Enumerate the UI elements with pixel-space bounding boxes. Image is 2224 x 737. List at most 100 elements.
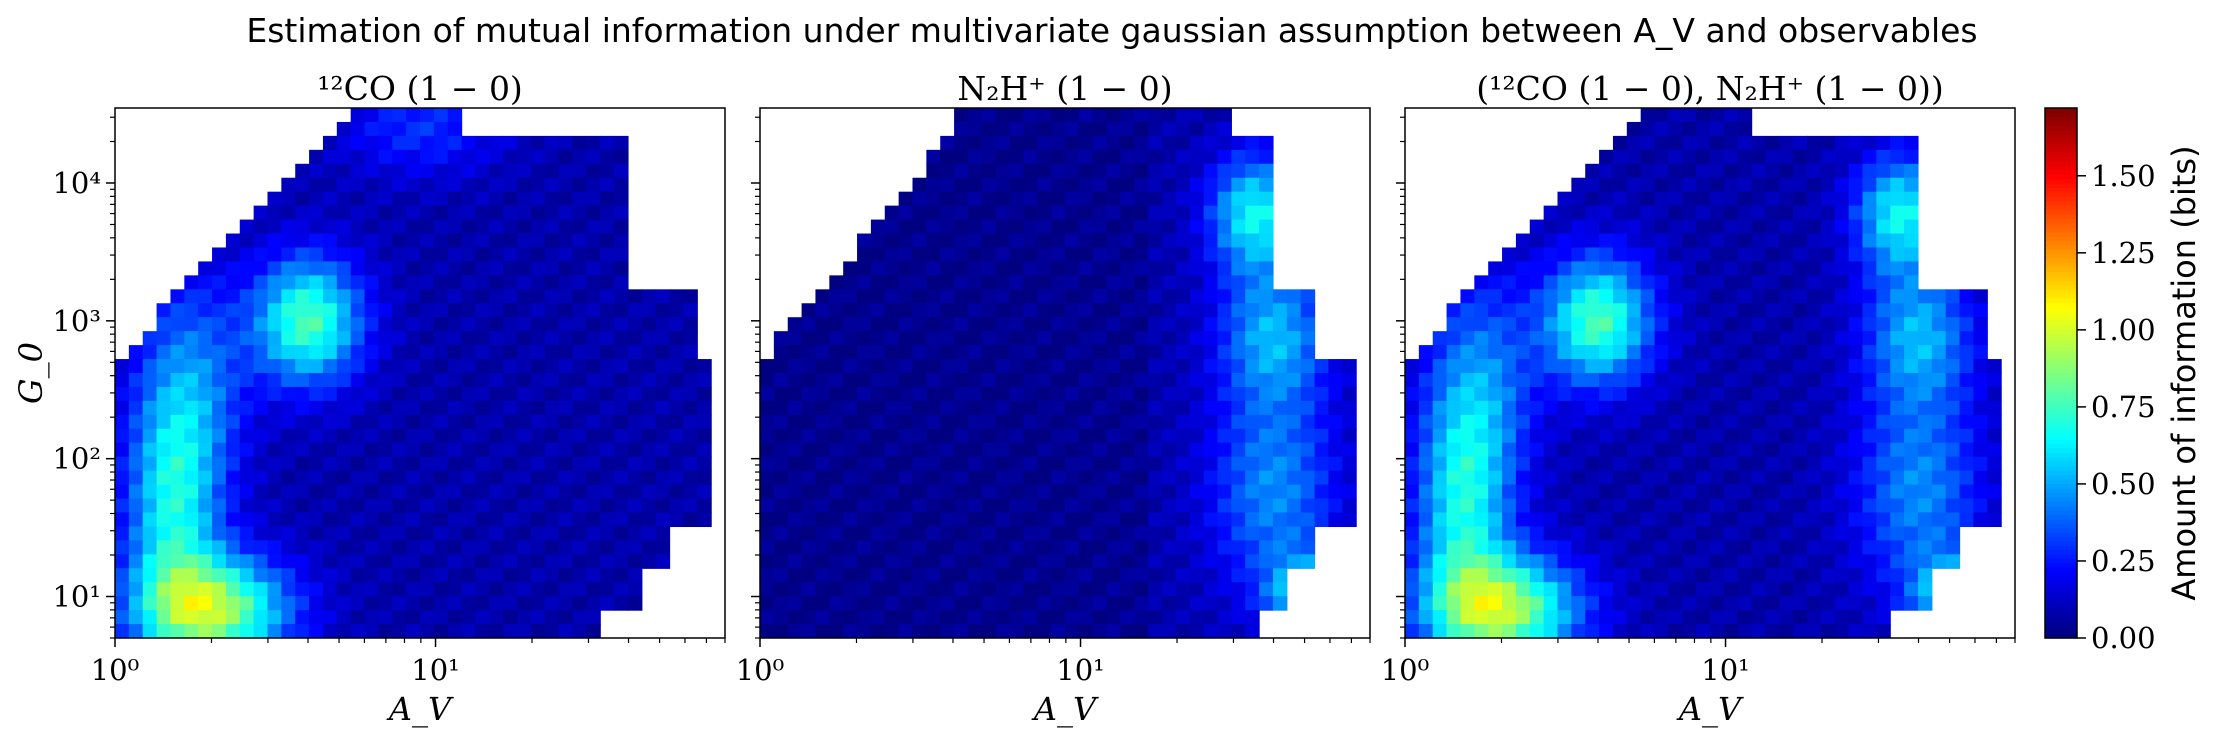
heatmap-cell [392,303,407,318]
heatmap-cell [406,386,421,402]
heatmap-cell [392,261,407,276]
heatmap-cell [406,610,421,625]
heatmap-cell [1904,289,1919,304]
heatmap-cell [239,386,255,402]
heatmap-cell [170,359,185,374]
heatmap-cell [1051,624,1066,638]
heatmap-cell [433,624,449,638]
heatmap-cell [406,205,421,221]
heatmap-cell [1051,121,1066,137]
heatmap-cell [1723,540,1739,555]
heatmap-cell [1051,582,1066,597]
heatmap-cell [600,261,615,276]
heatmap-cell [1231,191,1246,207]
heatmap-cell [1682,624,1697,638]
heatmap-cell [1189,121,1205,137]
heatmap-cell [1023,121,1038,137]
heatmap-cell [586,512,601,528]
heatmap-cell [572,540,587,555]
heatmap-cell [309,191,324,207]
heatmap-cell [1710,345,1725,360]
heatmap-cell [760,400,775,416]
heatmap-cell [1148,345,1163,360]
heatmap-cell [1626,121,1642,137]
heatmap-cell [627,596,643,611]
heatmap-cell [1134,582,1149,597]
heatmap-cell [1585,261,1600,276]
heatmap-cell [1917,442,1933,458]
heatmap-cell [461,484,477,500]
heatmap-cell [1668,219,1683,235]
heatmap-cell [225,373,241,388]
heatmap-cell [1682,428,1697,444]
heatmap-cell [1231,470,1246,486]
heatmap-cell [1134,610,1149,625]
heatmap-cell [572,247,587,263]
heatmap-cell [1272,289,1288,304]
heatmap-cell [392,442,407,458]
heatmap-cell [115,470,130,486]
heatmap-cell [350,359,366,374]
heatmap-cell [1710,512,1725,528]
heatmap-cell [489,624,504,638]
heatmap-cell [1515,442,1531,458]
heatmap-cell [1446,610,1462,625]
colorbar-segment [2045,505,2077,511]
heatmap-cell [1162,331,1177,346]
heatmap-cell [1599,400,1614,416]
heatmap-cell [1065,428,1080,444]
heatmap-cell [1065,261,1080,276]
heatmap-cell [350,540,366,555]
heatmap-cell [1245,135,1260,151]
heatmap-cell [1682,400,1697,416]
heatmap-cell [1092,428,1108,444]
heatmap-cell [1460,582,1475,597]
heatmap-cell [1023,400,1038,416]
colorbar-segment [2045,253,2077,259]
heatmap-cell [267,289,282,304]
heatmap-cell [857,596,872,611]
heatmap-cell [1189,345,1205,360]
heatmap-cell [898,484,914,500]
heatmap-cell [461,345,477,360]
heatmap-cell [1217,596,1232,611]
heatmap-cell [1612,373,1628,388]
heatmap-cell [1862,456,1877,472]
heatmap-cell [1973,470,1988,486]
heatmap-cell [378,275,393,290]
heatmap-cell [572,596,587,611]
heatmap-cell [572,526,587,541]
colorbar-segment [2045,289,2077,295]
heatmap-cell [1820,512,1836,528]
heatmap-cell [1300,554,1316,569]
heatmap-cell [184,345,199,360]
heatmap-cell [406,331,421,346]
heatmap-cell [1189,149,1205,165]
heatmap-cell [267,456,282,472]
heatmap-cell [912,540,927,555]
heatmap-cell [1571,512,1586,528]
heatmap-cell [600,428,615,444]
heatmap-cell [1051,498,1066,514]
heatmap-cell [406,247,421,263]
heatmap-cell [1009,498,1025,514]
colorbar-segment [2045,112,2077,118]
heatmap-cell [1862,554,1877,569]
colorbar-segment [2045,487,2077,493]
heatmap-cell [1418,568,1434,583]
heatmap-cell [142,554,158,569]
heatmap-cell [586,219,601,235]
heatmap-cell [1626,414,1642,430]
colorbar-segment [2045,121,2077,127]
heatmap-cell [1626,317,1642,332]
heatmap-cell [461,331,477,346]
heatmap-cell [1834,540,1850,555]
heatmap-cell [1148,624,1163,638]
heatmap-cell [1502,331,1517,346]
heatmap-cell [1848,373,1864,388]
heatmap-cell [1626,289,1642,304]
heatmap-cell [627,540,643,555]
heatmap-cell [1300,428,1316,444]
heatmap-cell [898,247,914,263]
